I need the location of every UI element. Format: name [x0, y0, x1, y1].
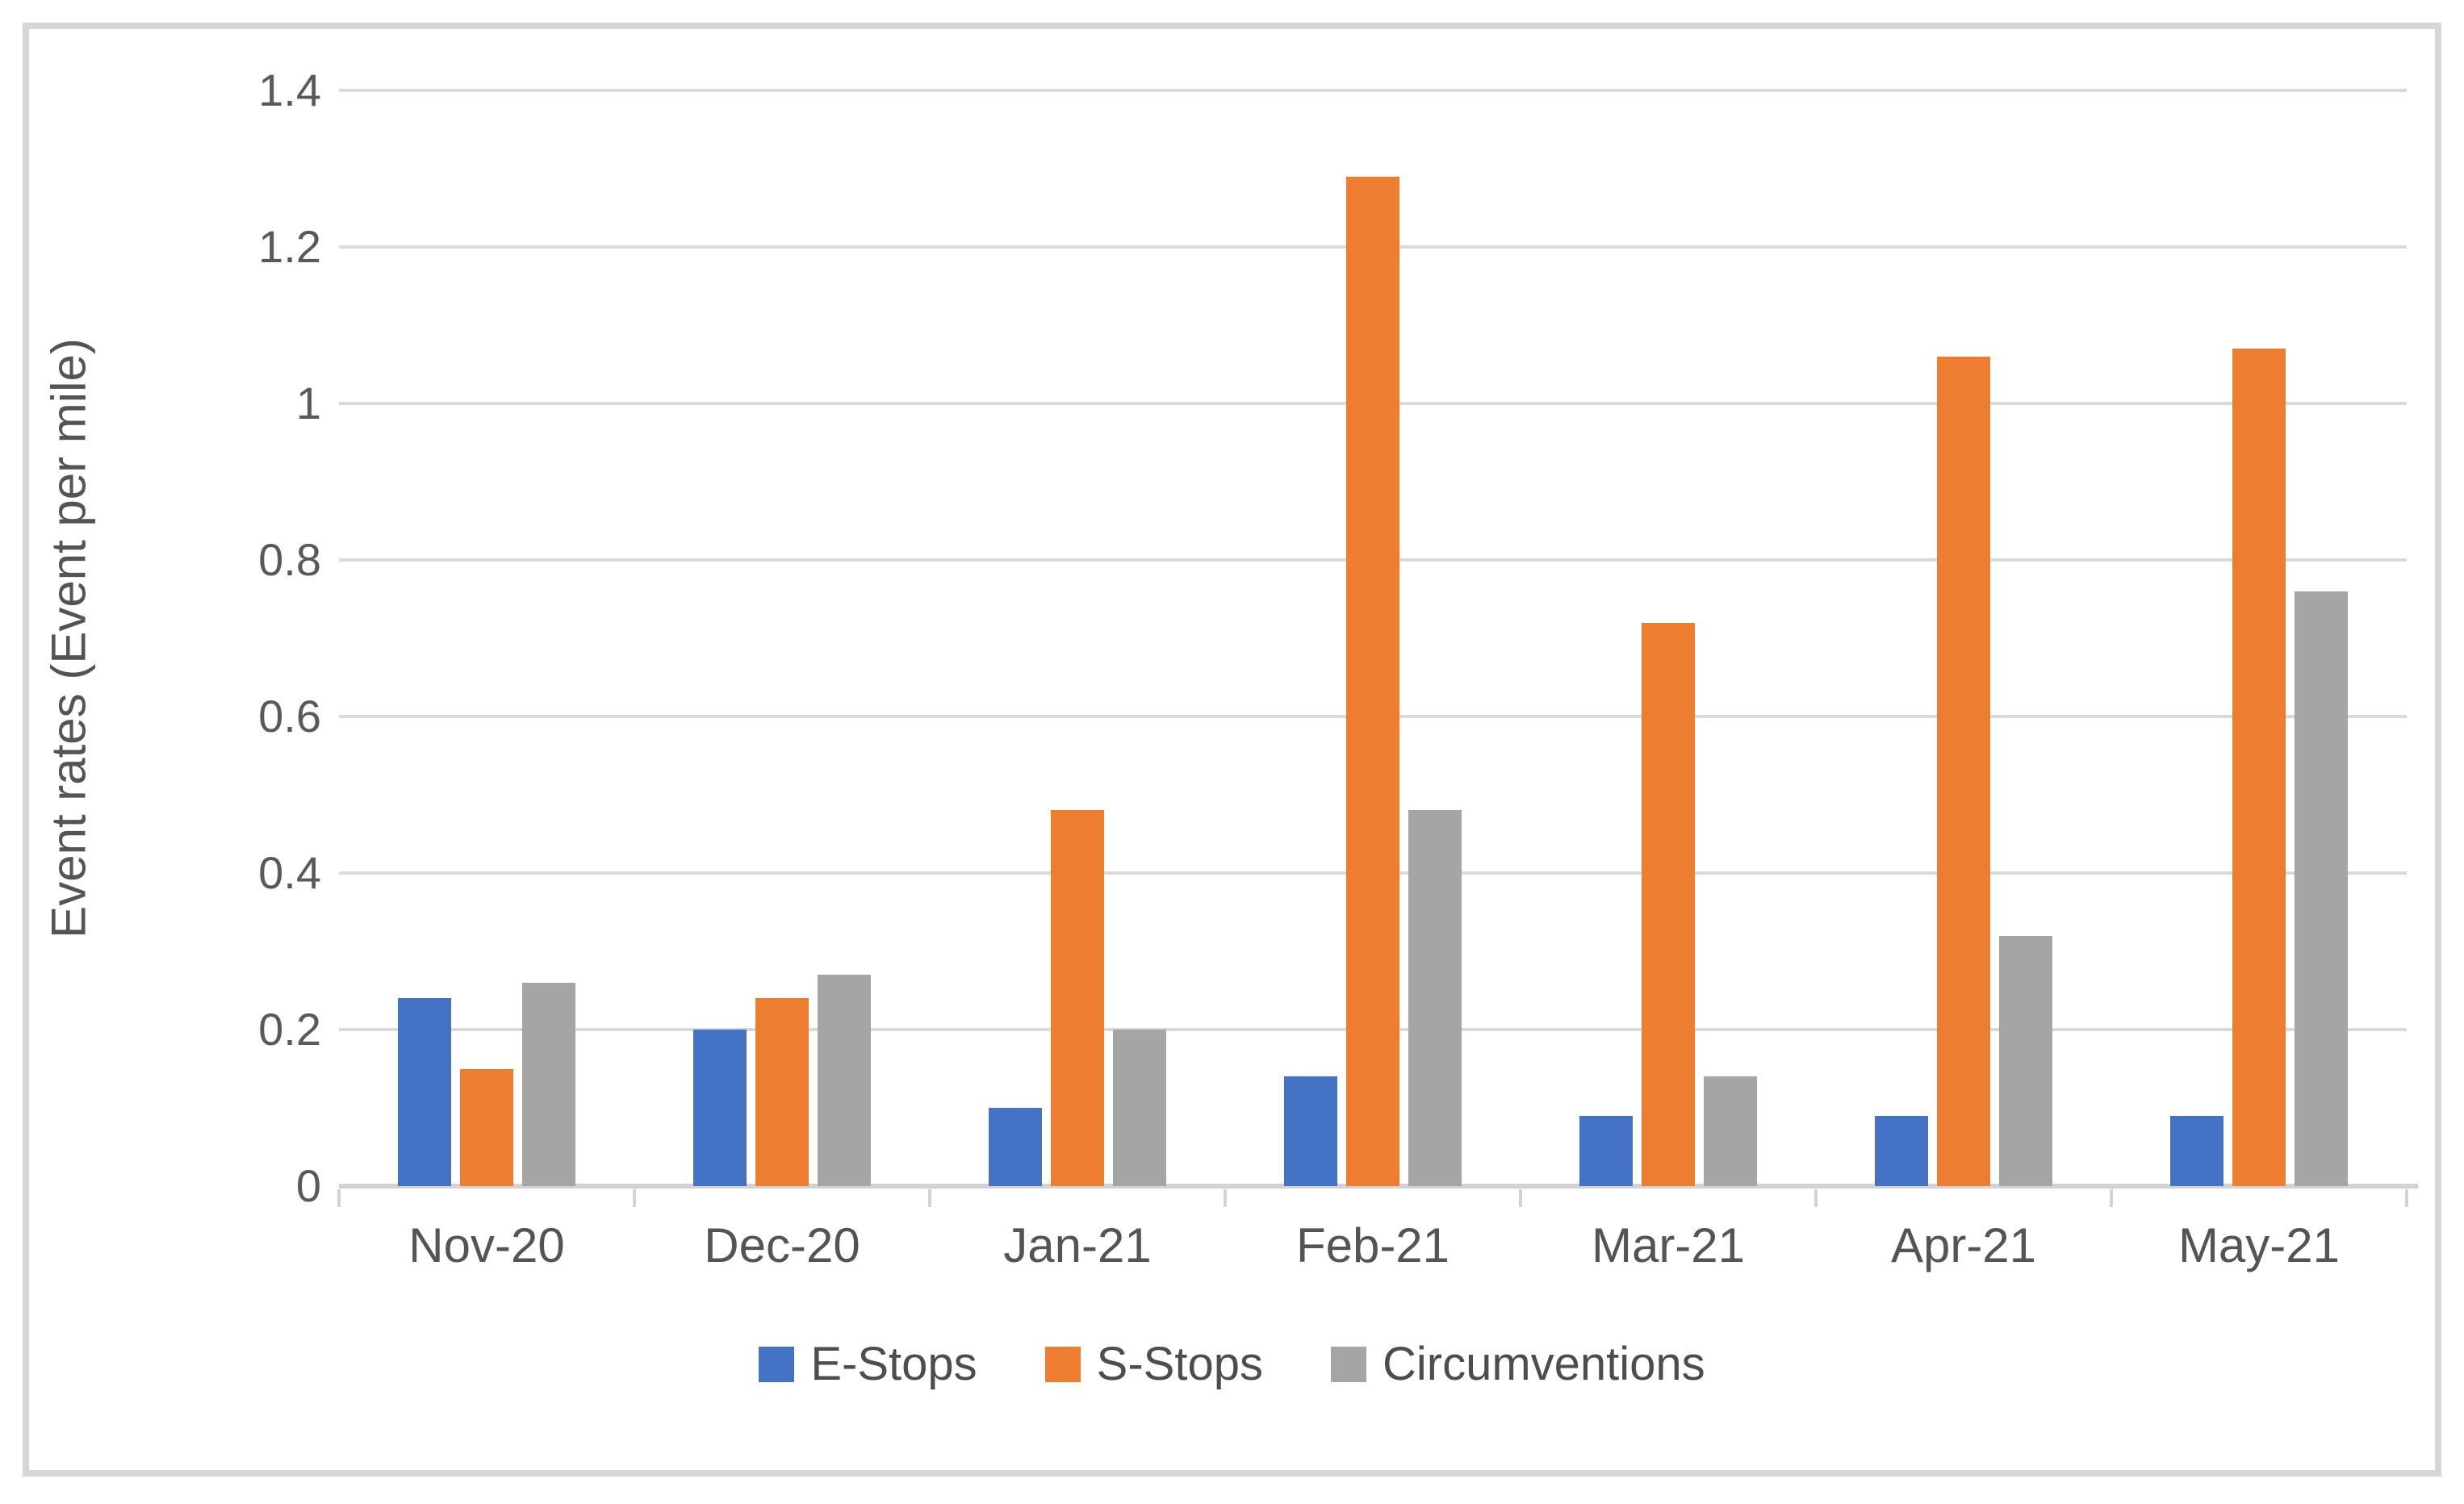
bar-circumventions-apr-21 — [1998, 935, 2052, 1186]
y-axis-title: Event rates (Event per mile) — [41, 338, 96, 938]
bar-s-stops-feb-21 — [1346, 176, 1399, 1186]
bar-e-stops-jan-21 — [989, 1108, 1043, 1186]
legend-marker-icon — [1330, 1347, 1366, 1382]
bar-circumventions-jan-21 — [1112, 1030, 1166, 1186]
y-tick-label-0.6: 0.6 — [258, 691, 321, 742]
bar-s-stops-jan-21 — [1051, 810, 1104, 1186]
x-axis-tick-mark — [928, 1189, 931, 1207]
y-tick-label-1.2: 1.2 — [258, 221, 321, 272]
x-category-label-nov-20: Nov-20 — [408, 1218, 565, 1272]
bar-s-stops-may-21 — [2232, 349, 2286, 1186]
chart-frame — [23, 23, 2441, 1477]
legend-label: E-Stops — [810, 1338, 977, 1390]
bar-s-stops-mar-21 — [1642, 622, 1695, 1186]
x-axis-tick-mark — [633, 1189, 636, 1207]
bar-circumventions-feb-21 — [1408, 810, 1462, 1186]
bar-s-stops-dec-20 — [755, 998, 809, 1186]
x-axis-tick-mark — [1519, 1189, 1522, 1207]
y-tick-label-1: 1 — [295, 378, 321, 428]
y-tick-label-0: 0 — [295, 1160, 321, 1211]
legend-label: Circumventions — [1382, 1338, 1705, 1390]
y-tick-label-1.4: 1.4 — [258, 65, 321, 115]
legend-item-circumventions: Circumventions — [1330, 1338, 1705, 1390]
y-tick-label-0.4: 0.4 — [258, 847, 321, 898]
x-category-label-jan-21: Jan-21 — [1003, 1218, 1152, 1272]
bar-circumventions-dec-20 — [817, 975, 871, 1186]
bar-e-stops-feb-21 — [1284, 1076, 1338, 1186]
bar-e-stops-nov-20 — [398, 998, 452, 1186]
x-category-label-apr-21: Apr-21 — [1890, 1218, 2037, 1272]
x-axis-tick-mark — [337, 1189, 341, 1207]
legend-label: S-Stops — [1096, 1338, 1263, 1390]
x-axis-tick-mark — [1224, 1189, 1227, 1207]
legend: E-Stops S-Stops Circumventions — [0, 1341, 2464, 1388]
legend-item-s-stops: S-Stops — [1044, 1338, 1263, 1390]
y-tick-label-0.2: 0.2 — [258, 1004, 321, 1055]
x-axis-tick-mark — [2110, 1189, 2113, 1207]
bar-circumventions-may-21 — [2294, 591, 2348, 1186]
plot-area — [337, 89, 2418, 1207]
legend-marker-icon — [759, 1347, 795, 1382]
bar-e-stops-apr-21 — [1875, 1115, 1929, 1186]
legend-marker-icon — [1044, 1347, 1081, 1382]
bar-circumventions-mar-21 — [1703, 1076, 1757, 1186]
bar-s-stops-apr-21 — [1937, 356, 1990, 1186]
x-axis-tick-mark — [1814, 1189, 1818, 1207]
x-axis-line — [339, 1184, 2418, 1189]
x-category-label-mar-21: Mar-21 — [1591, 1218, 1746, 1272]
gridline-1.4 — [339, 89, 2407, 92]
x-category-label-may-21: May-21 — [2177, 1218, 2341, 1272]
legend-item-e-stops: E-Stops — [759, 1341, 977, 1388]
x-axis-tick-mark — [2405, 1189, 2408, 1207]
y-tick-label-0.8: 0.8 — [258, 534, 321, 585]
x-category-label-feb-21: Feb-21 — [1295, 1218, 1450, 1272]
bar-s-stops-nov-20 — [460, 1068, 513, 1186]
bar-e-stops-mar-21 — [1579, 1115, 1634, 1186]
bar-circumventions-nov-20 — [521, 982, 575, 1186]
x-category-label-dec-20: Dec-20 — [704, 1218, 860, 1272]
bar-e-stops-may-21 — [2170, 1115, 2224, 1186]
bar-e-stops-dec-20 — [693, 1030, 747, 1186]
